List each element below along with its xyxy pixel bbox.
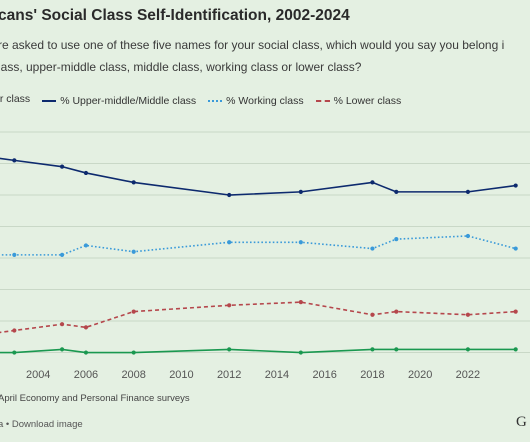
data-point	[12, 252, 17, 257]
data-point	[370, 312, 375, 317]
data-point	[83, 170, 89, 176]
data-point	[227, 347, 232, 352]
legend-item: % Upper-middle/Middle class	[42, 95, 196, 107]
data-point	[227, 303, 232, 308]
data-point	[298, 240, 303, 245]
data-point	[12, 158, 17, 163]
data-point	[83, 243, 89, 248]
x-tick-label: 2022	[456, 369, 480, 381]
data-point	[513, 347, 518, 352]
legend-label: er class	[0, 93, 31, 105]
data-point	[227, 192, 232, 198]
data-point	[227, 240, 232, 245]
data-point	[298, 189, 303, 194]
legend-swatch	[315, 100, 330, 102]
data-point	[370, 180, 375, 185]
data-point	[59, 252, 65, 257]
data-point	[394, 237, 399, 242]
series-line	[0, 235, 516, 256]
x-tick-label: 2018	[360, 369, 384, 381]
data-point	[513, 246, 518, 251]
data-point	[83, 350, 89, 355]
data-point	[513, 183, 518, 188]
x-tick-label: 2012	[217, 369, 241, 381]
x-tick-label: 2010	[169, 369, 193, 381]
legend-item: % Lower class	[315, 95, 402, 107]
data-point	[394, 347, 399, 352]
chart-subtitle-line-1: re asked to use one of these five names …	[0, 38, 505, 52]
data-point	[394, 189, 399, 194]
data-point	[59, 347, 65, 352]
data-point	[370, 347, 375, 352]
data-point	[298, 300, 303, 305]
series-line	[0, 301, 516, 334]
data-point	[465, 189, 471, 194]
data-point	[513, 309, 518, 314]
data-point	[59, 164, 65, 169]
data-point	[394, 309, 399, 314]
legend-label: % Lower class	[333, 95, 402, 107]
legend-label: % Upper-middle/Middle class	[60, 95, 197, 107]
data-point	[131, 180, 136, 185]
x-tick-label: 2004	[26, 369, 50, 381]
chart-legend: er class % Upper-middle/Middle class % Wor…	[0, 93, 413, 107]
chart-title: cans' Social Class Self-Identification, …	[0, 7, 350, 24]
legend-swatch	[42, 100, 57, 102]
data-point	[12, 350, 17, 355]
legend-swatch	[208, 100, 223, 102]
data-point	[465, 347, 471, 352]
data-point	[131, 249, 136, 254]
series-line	[0, 157, 516, 196]
x-tick-label: 2006	[74, 369, 98, 381]
source-note: April Economy and Personal Finance surve…	[0, 393, 190, 404]
data-point	[465, 233, 471, 239]
data-point	[131, 350, 136, 355]
data-point	[83, 325, 89, 330]
x-tick-label: 2016	[312, 369, 336, 381]
data-point	[59, 322, 65, 327]
gallup-logo: G	[516, 414, 527, 430]
x-tick-label: 2020	[408, 369, 432, 381]
legend-label: % Working class	[226, 95, 304, 107]
chart-subtitle-line-2: lass, upper-middle class, middle class, …	[0, 60, 362, 74]
data-point	[298, 350, 303, 355]
legend-item: er class	[0, 93, 30, 105]
data-point	[131, 309, 136, 314]
data-point	[465, 312, 471, 317]
legend-item: % Working class	[208, 95, 304, 107]
data-point	[370, 246, 375, 251]
x-tick-label: 2008	[121, 369, 145, 381]
data-point	[12, 328, 17, 333]
footer-links[interactable]: a • Download image	[0, 419, 83, 430]
x-tick-label: 2014	[265, 369, 289, 381]
